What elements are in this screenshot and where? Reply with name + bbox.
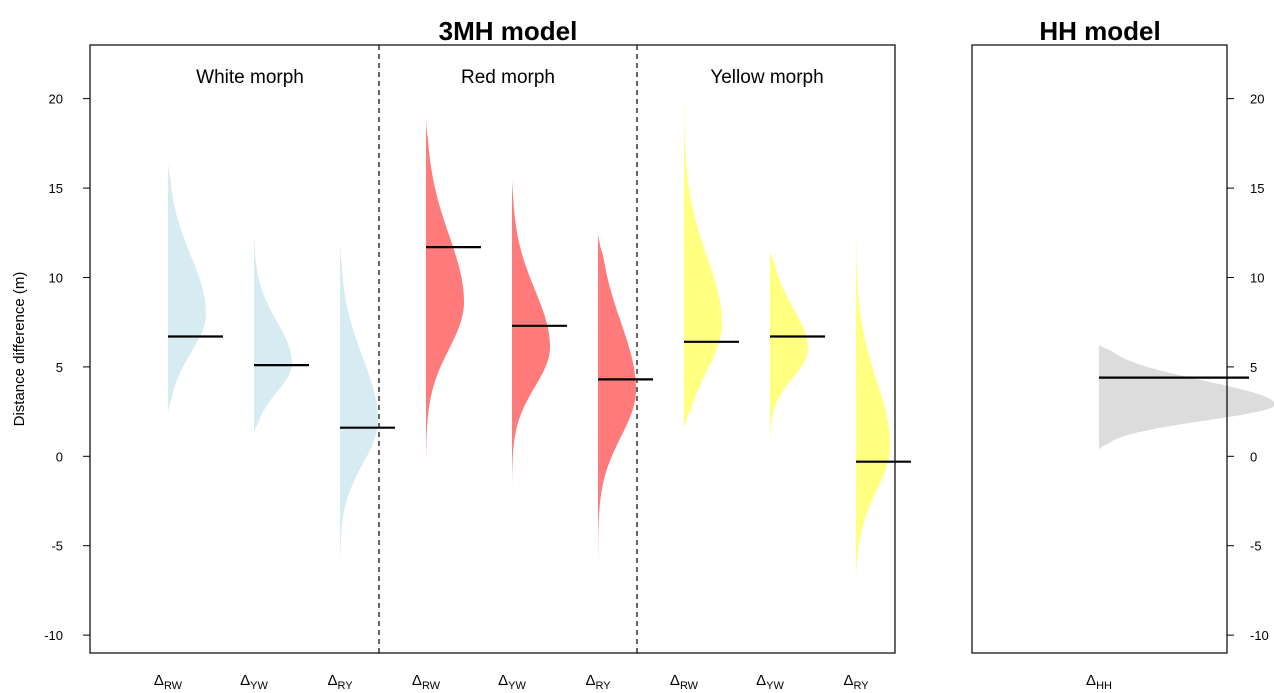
- x-category-label-p0-g0-s1: ΔYW: [240, 672, 268, 692]
- y-axis-right: -10 -5 0 5 10 15 20: [1226, 92, 1269, 643]
- panel-title-hh: HH model: [1039, 16, 1160, 46]
- y-tick-label-right--10: -10: [1250, 628, 1269, 643]
- y-tick-label-right--5: -5: [1250, 539, 1262, 554]
- x-category-label-p0-g1-s2: ΔRY: [585, 672, 611, 692]
- x-category-label-p0-g1-s0: ΔRW: [412, 672, 441, 692]
- y-tick-label-left-0: 0: [56, 449, 63, 464]
- y-tick-label-left--10: -10: [44, 628, 63, 643]
- x-category-labels: ΔRW ΔYW ΔRY ΔRW ΔYW ΔRY ΔRW ΔYW ΔRY ΔHH: [154, 672, 1112, 692]
- group-label-white-morph: White morph: [196, 67, 304, 88]
- group-label-yellow-morph: Yellow morph: [710, 67, 823, 88]
- x-category-label-p0-g0-s2: ΔRY: [327, 672, 353, 692]
- y-tick-label-right-5: 5: [1250, 360, 1257, 375]
- y-axis-left: -10 -5 0 5 10 15 20: [44, 92, 91, 643]
- violin-p1-g0-s0: [1099, 345, 1274, 450]
- violin-p0-g0-s0: [168, 164, 206, 412]
- y-tick-label-left--5: -5: [51, 539, 63, 554]
- violin-p0-g1-s1: [512, 180, 550, 489]
- y-tick-label-right-15: 15: [1250, 181, 1264, 196]
- x-category-label-p0-g0-s0: ΔRW: [154, 672, 183, 692]
- group-label-red-morph: Red morph: [461, 67, 555, 88]
- violins: [168, 87, 1274, 611]
- panel-title-3mh: 3MH model: [439, 16, 578, 46]
- x-category-label-p1-g0-s0: ΔHH: [1086, 672, 1112, 692]
- y-tick-label-right-20: 20: [1250, 92, 1264, 107]
- y-tick-label-right-0: 0: [1250, 449, 1257, 464]
- violin-p0-g2-s1: [770, 252, 808, 473]
- violin-p0-g0-s1: [254, 234, 292, 433]
- y-tick-label-left-5: 5: [56, 360, 63, 375]
- x-category-label-p0-g2-s2: ΔRY: [843, 672, 869, 692]
- y-tick-label-left-15: 15: [49, 181, 63, 196]
- x-category-label-p0-g1-s1: ΔYW: [498, 672, 526, 692]
- violin-p0-g0-s2: [340, 245, 378, 568]
- violin-p0-g1-s2: [598, 236, 636, 611]
- violin-p0-g1-s0: [426, 121, 464, 466]
- median-lines: [168, 246, 1249, 463]
- y-tick-label-left-20: 20: [49, 92, 63, 107]
- violin-p0-g2-s2: [856, 155, 891, 578]
- y-axis-label: Distance difference (m): [11, 272, 28, 427]
- x-category-label-p0-g2-s1: ΔYW: [756, 672, 784, 692]
- x-category-label-p0-g2-s0: ΔRW: [670, 672, 699, 692]
- y-tick-label-left-10: 10: [49, 271, 63, 286]
- y-tick-label-right-10: 10: [1250, 271, 1264, 286]
- violin-p0-g2-s0: [684, 87, 722, 428]
